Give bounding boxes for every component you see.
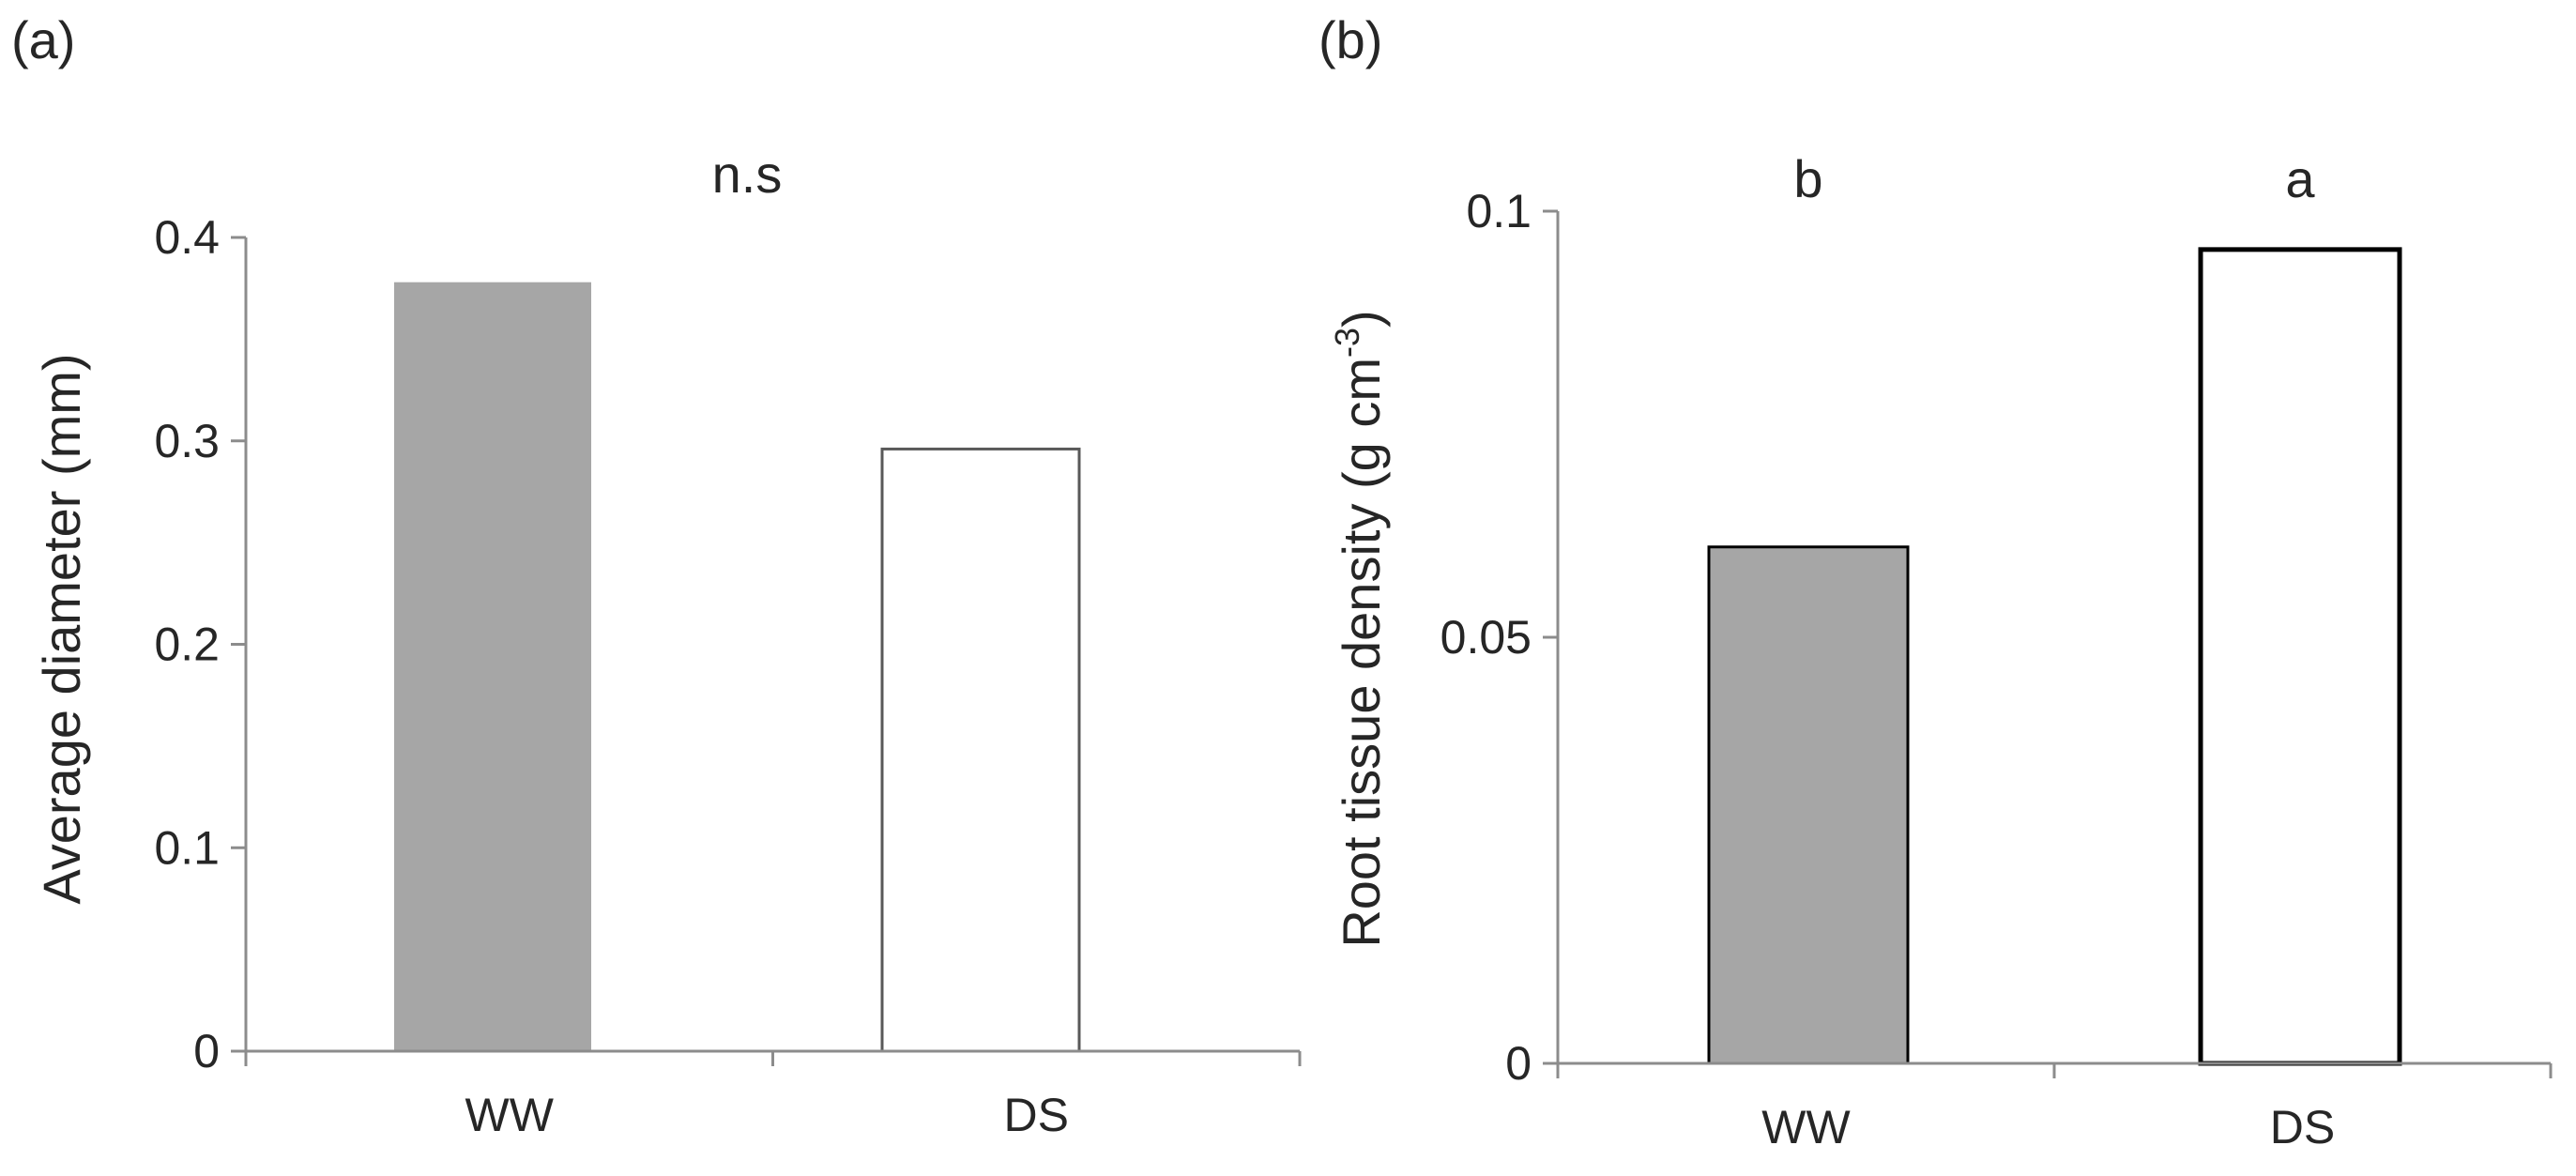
panel-b-y-axis-title-superscript: -3 [1328,328,1366,358]
panel-b-bars [1707,247,2402,1066]
panel-a-axes [231,237,1302,1066]
panel-b-label: (b) [1318,10,1382,69]
panel-b-significance-letter: a [2285,149,2315,208]
panel-a-y-ticks: 0 0.1 0.2 0.3 0.4 [154,211,246,1077]
panel-a-bar-ds [880,447,1081,1053]
panel-a-significance-label: n.s [712,145,783,204]
panel-a-bar-ww [394,282,591,1051]
panel-a-y-tick-label: 0.1 [154,821,220,874]
panel-b-y-tick-label: 0.1 [1466,185,1532,237]
panel-b-x-ticks: WW DS [1761,1101,2335,1153]
panel-b-y-axis-title-suffix: ) [1332,310,1391,328]
panel-b-x-category-label: DS [2270,1101,2335,1153]
panel-a-label: (a) [11,10,75,69]
panel-a-y-axis-title: Average diameter (mm) [32,353,91,904]
panel-b-y-axis-title-main: Root tissue density (g cm [1332,358,1391,948]
panel-b-y-tick-label: 0.05 [1440,611,1532,664]
panel-b-bar-ds [2198,247,2402,1066]
panel-a-y-tick-label: 0.3 [154,415,220,467]
panel-a-y-tick-label: 0.2 [154,619,220,671]
panel-b-x-category-label: WW [1761,1101,1851,1153]
panel-b-y-axis-title: Root tissue density (g cm-3) [1328,310,1391,947]
panel-a-y-tick-label: 0.4 [154,211,220,264]
panel-b-y-tick-label: 0 [1505,1037,1532,1090]
panel-a-x-category-label: WW [465,1089,555,1141]
panel-a-x-ticks: WW DS [465,1089,1069,1141]
panel-b-significance-letter: b [1793,149,1822,208]
panel-b-bar-ww [1707,545,1910,1065]
panel-a-x-category-label: DS [1004,1089,1069,1141]
panel-a-chart: (a) n.s Average diameter (mm) 0 0.1 0.2 0.3… [11,10,1302,1141]
panel-a-bars [394,282,1081,1053]
panel-a-y-tick-label: 0 [193,1025,220,1077]
panel-b-y-ticks: 0 0.05 0.1 [1440,185,1558,1090]
